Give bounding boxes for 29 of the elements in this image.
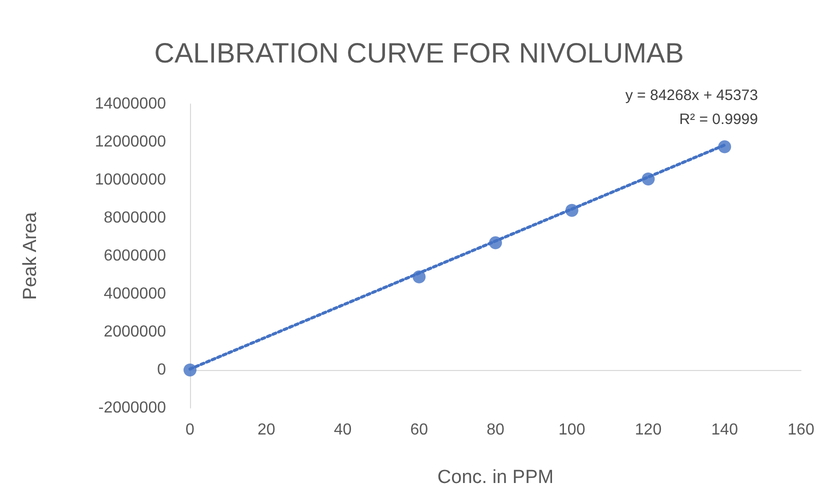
x-tick-label: 80 — [486, 422, 504, 438]
y-tick-label: 4000000 — [104, 286, 166, 302]
annotation: R² = 0.9999 — [679, 111, 758, 128]
chart-title: CALIBRATION CURVE FOR NIVOLUMAB — [154, 38, 684, 68]
point — [489, 236, 502, 250]
y-tick-label: 0 — [157, 362, 166, 378]
y-tick-label: 10000000 — [94, 172, 166, 188]
x-tick-label: 120 — [634, 422, 662, 438]
point — [412, 270, 426, 284]
point — [718, 140, 732, 154]
x-tick-label: 140 — [711, 422, 738, 438]
y-axis-title: Peak Area — [20, 212, 41, 300]
annotation: y = 84268x + 45373 — [625, 87, 758, 104]
y-tick-label: 6000000 — [104, 248, 166, 264]
x-tick-label: 100 — [558, 422, 586, 438]
x-tick-label: 160 — [788, 422, 814, 438]
x-tick-label: 20 — [257, 422, 276, 438]
point — [184, 364, 196, 376]
x-tick-label: 0 — [186, 422, 195, 438]
point — [642, 172, 655, 186]
y-tick-label: 2000000 — [104, 324, 166, 340]
y-tick-label: 8000000 — [104, 210, 166, 226]
point — [565, 204, 578, 217]
x-tick-label: 60 — [410, 422, 428, 438]
y-tick-label: 12000000 — [94, 134, 166, 150]
y-tick-label: -2000000 — [98, 400, 166, 416]
x-axis-title: Conc. in PPM — [437, 467, 554, 488]
x-tick-label: 40 — [334, 422, 352, 438]
y-tick-label: 14000000 — [94, 96, 166, 112]
